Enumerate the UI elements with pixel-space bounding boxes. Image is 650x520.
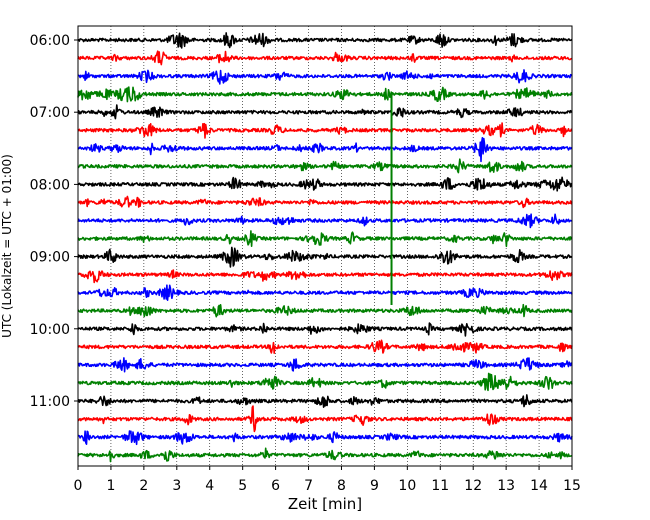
y-tick-label: 07:00 [30,105,70,121]
y-axis-ticks: 06:00 07:00 08:00 09:00 10:00 11:00 [30,33,78,410]
y-tick-label: 06:00 [30,33,70,49]
y-tick-label: 08:00 [30,177,70,193]
trace-line [77,195,573,209]
trace-line [77,32,573,49]
x-tick-label: 2 [139,478,148,494]
trace-line [77,213,573,229]
y-tick-label: 11:00 [30,394,70,410]
x-tick-label: 12 [464,478,482,494]
trace-line [77,122,573,139]
y-axis-label: UTC (Lokalzeit = UTC + 01:00) [0,154,14,338]
trace-line [77,50,573,66]
trace-line [77,394,573,408]
trace-line [77,357,573,373]
trace-line [77,372,573,392]
plot-background [78,26,572,466]
trace-line [77,322,573,337]
x-tick-label: 3 [172,478,181,494]
trace-line [77,104,573,120]
x-tick-label: 5 [238,478,247,494]
x-tick-label: 11 [431,478,449,494]
y-tick-label: 09:00 [30,250,70,266]
trace-line [77,447,573,463]
trace-line [77,430,573,446]
grid-lines [110,26,540,466]
trace-line [77,405,573,433]
x-tick-label: 8 [337,478,346,494]
trace-line [77,158,573,174]
trace-line [77,176,573,192]
trace-line [77,284,573,301]
x-tick-label: 4 [205,478,214,494]
x-tick-label: 9 [370,478,379,494]
y-tick-label: 10:00 [30,322,70,338]
seismic-traces [77,32,573,463]
x-tick-label: 10 [398,478,416,494]
x-tick-label: 13 [497,478,515,494]
trace-line [77,303,573,318]
x-tick-label: 0 [74,478,83,494]
x-tick-label: 6 [271,478,280,494]
trace-line [77,339,573,354]
trace-line [77,86,573,103]
x-tick-label: 7 [304,478,313,494]
x-axis-ticks: 0 1 2 3 4 5 6 7 8 9 10 11 12 13 14 15 [74,466,581,494]
trace-line [77,137,573,163]
trace-line [77,230,573,248]
x-tick-label: 15 [563,478,581,494]
plot-frame [77,25,573,467]
x-tick-label: 1 [106,478,115,494]
trace-line [77,269,573,284]
trace-line [77,69,573,85]
x-tick-label: 14 [530,478,548,494]
x-axis-label: Zeit [min] [288,495,362,513]
trace-line [77,246,573,268]
